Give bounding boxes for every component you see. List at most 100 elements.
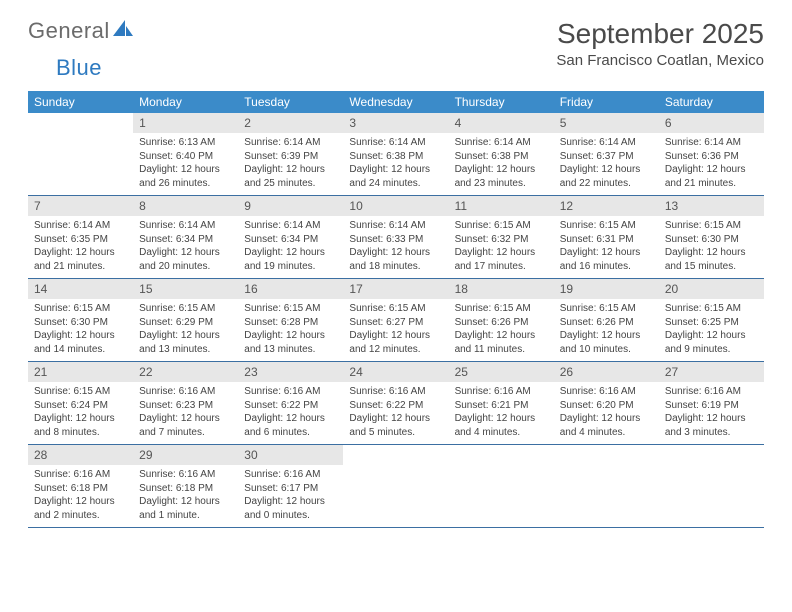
day-cell: 25Sunrise: 6:16 AMSunset: 6:21 PMDayligh… (449, 362, 554, 444)
sunset-text: Sunset: 6:36 PM (665, 150, 758, 164)
day-number: 17 (343, 279, 448, 299)
daylight-text: Daylight: 12 hours and 4 minutes. (455, 412, 548, 439)
daylight-text: Daylight: 12 hours and 26 minutes. (139, 163, 232, 190)
daylight-text: Daylight: 12 hours and 4 minutes. (560, 412, 653, 439)
day-cell: 2Sunrise: 6:14 AMSunset: 6:39 PMDaylight… (238, 113, 343, 195)
sunrise-text: Sunrise: 6:14 AM (560, 136, 653, 150)
sunset-text: Sunset: 6:22 PM (349, 399, 442, 413)
sunset-text: Sunset: 6:22 PM (244, 399, 337, 413)
day-number: 11 (449, 196, 554, 216)
day-body: Sunrise: 6:15 AMSunset: 6:30 PMDaylight:… (659, 216, 764, 277)
sunrise-text: Sunrise: 6:14 AM (665, 136, 758, 150)
day-cell: 30Sunrise: 6:16 AMSunset: 6:17 PMDayligh… (238, 445, 343, 527)
day-cell: 21Sunrise: 6:15 AMSunset: 6:24 PMDayligh… (28, 362, 133, 444)
day-number: 21 (28, 362, 133, 382)
day-cell: 20Sunrise: 6:15 AMSunset: 6:25 PMDayligh… (659, 279, 764, 361)
day-cell: 23Sunrise: 6:16 AMSunset: 6:22 PMDayligh… (238, 362, 343, 444)
weekday-header: Friday (554, 91, 659, 113)
logo: General (28, 18, 133, 44)
day-body: Sunrise: 6:16 AMSunset: 6:21 PMDaylight:… (449, 382, 554, 443)
sunrise-text: Sunrise: 6:16 AM (560, 385, 653, 399)
sunrise-text: Sunrise: 6:14 AM (455, 136, 548, 150)
sunrise-text: Sunrise: 6:14 AM (244, 219, 337, 233)
day-body: Sunrise: 6:16 AMSunset: 6:19 PMDaylight:… (659, 382, 764, 443)
daylight-text: Daylight: 12 hours and 14 minutes. (34, 329, 127, 356)
sunset-text: Sunset: 6:20 PM (560, 399, 653, 413)
day-body: Sunrise: 6:14 AMSunset: 6:38 PMDaylight:… (343, 133, 448, 194)
logo-sail-icon (113, 20, 133, 36)
month-title: September 2025 (556, 18, 764, 50)
day-body: Sunrise: 6:15 AMSunset: 6:32 PMDaylight:… (449, 216, 554, 277)
day-number: 15 (133, 279, 238, 299)
day-number: 6 (659, 113, 764, 133)
calendar-grid: Sunday Monday Tuesday Wednesday Thursday… (28, 91, 764, 528)
sunset-text: Sunset: 6:17 PM (244, 482, 337, 496)
sunset-text: Sunset: 6:32 PM (455, 233, 548, 247)
day-cell: 8Sunrise: 6:14 AMSunset: 6:34 PMDaylight… (133, 196, 238, 278)
sunrise-text: Sunrise: 6:16 AM (34, 468, 127, 482)
sunset-text: Sunset: 6:34 PM (244, 233, 337, 247)
sunrise-text: Sunrise: 6:14 AM (139, 219, 232, 233)
day-cell: 5Sunrise: 6:14 AMSunset: 6:37 PMDaylight… (554, 113, 659, 195)
sunrise-text: Sunrise: 6:15 AM (665, 302, 758, 316)
sunrise-text: Sunrise: 6:16 AM (455, 385, 548, 399)
daylight-text: Daylight: 12 hours and 19 minutes. (244, 246, 337, 273)
day-body: Sunrise: 6:15 AMSunset: 6:28 PMDaylight:… (238, 299, 343, 360)
daylight-text: Daylight: 12 hours and 15 minutes. (665, 246, 758, 273)
sunset-text: Sunset: 6:26 PM (455, 316, 548, 330)
daylight-text: Daylight: 12 hours and 22 minutes. (560, 163, 653, 190)
logo-text-1: General (28, 18, 110, 44)
daylight-text: Daylight: 12 hours and 18 minutes. (349, 246, 442, 273)
daylight-text: Daylight: 12 hours and 3 minutes. (665, 412, 758, 439)
day-body: Sunrise: 6:14 AMSunset: 6:33 PMDaylight:… (343, 216, 448, 277)
daylight-text: Daylight: 12 hours and 6 minutes. (244, 412, 337, 439)
day-body: Sunrise: 6:13 AMSunset: 6:40 PMDaylight:… (133, 133, 238, 194)
calendar-page: General September 2025 San Francisco Coa… (0, 0, 792, 538)
day-cell: 18Sunrise: 6:15 AMSunset: 6:26 PMDayligh… (449, 279, 554, 361)
week-row: .1Sunrise: 6:13 AMSunset: 6:40 PMDayligh… (28, 113, 764, 196)
title-block: September 2025 San Francisco Coatlan, Me… (556, 18, 764, 69)
week-row: 28Sunrise: 6:16 AMSunset: 6:18 PMDayligh… (28, 445, 764, 528)
day-body: Sunrise: 6:16 AMSunset: 6:22 PMDaylight:… (238, 382, 343, 443)
sunset-text: Sunset: 6:21 PM (455, 399, 548, 413)
sunrise-text: Sunrise: 6:13 AM (139, 136, 232, 150)
day-body: Sunrise: 6:14 AMSunset: 6:37 PMDaylight:… (554, 133, 659, 194)
sunrise-text: Sunrise: 6:15 AM (34, 302, 127, 316)
day-number: 5 (554, 113, 659, 133)
day-body: Sunrise: 6:15 AMSunset: 6:24 PMDaylight:… (28, 382, 133, 443)
sunrise-text: Sunrise: 6:14 AM (349, 136, 442, 150)
sunset-text: Sunset: 6:23 PM (139, 399, 232, 413)
sunrise-text: Sunrise: 6:16 AM (139, 385, 232, 399)
day-number: 7 (28, 196, 133, 216)
sunrise-text: Sunrise: 6:15 AM (455, 302, 548, 316)
day-number: 18 (449, 279, 554, 299)
day-cell: 6 Sunrise: 6:14 AMSunset: 6:36 PMDaylight… (659, 113, 764, 195)
day-body: Sunrise: 6:14 AMSunset: 6:38 PMDaylight:… (449, 133, 554, 194)
day-number: 28 (28, 445, 133, 465)
sunrise-text: Sunrise: 6:15 AM (349, 302, 442, 316)
sunset-text: Sunset: 6:39 PM (244, 150, 337, 164)
day-cell: 10Sunrise: 6:14 AMSunset: 6:33 PMDayligh… (343, 196, 448, 278)
sunrise-text: Sunrise: 6:15 AM (560, 302, 653, 316)
sunset-text: Sunset: 6:18 PM (139, 482, 232, 496)
day-number: 23 (238, 362, 343, 382)
day-body: Sunrise: 6:16 AMSunset: 6:20 PMDaylight:… (554, 382, 659, 443)
sunrise-text: Sunrise: 6:16 AM (244, 385, 337, 399)
week-row: 7Sunrise: 6:14 AMSunset: 6:35 PMDaylight… (28, 196, 764, 279)
daylight-text: Daylight: 12 hours and 21 minutes. (665, 163, 758, 190)
sunset-text: Sunset: 6:28 PM (244, 316, 337, 330)
daylight-text: Daylight: 12 hours and 20 minutes. (139, 246, 232, 273)
location-text: San Francisco Coatlan, Mexico (556, 52, 764, 69)
day-body: Sunrise: 6:15 AMSunset: 6:26 PMDaylight:… (449, 299, 554, 360)
sunrise-text: Sunrise: 6:16 AM (665, 385, 758, 399)
day-body: Sunrise: 6:16 AMSunset: 6:18 PMDaylight:… (28, 465, 133, 526)
daylight-text: Daylight: 12 hours and 25 minutes. (244, 163, 337, 190)
weekday-header-row: Sunday Monday Tuesday Wednesday Thursday… (28, 91, 764, 113)
day-number: 16 (238, 279, 343, 299)
daylight-text: Daylight: 12 hours and 13 minutes. (139, 329, 232, 356)
daylight-text: Daylight: 12 hours and 24 minutes. (349, 163, 442, 190)
day-number: 25 (449, 362, 554, 382)
day-cell: . (554, 445, 659, 527)
sunset-text: Sunset: 6:38 PM (349, 150, 442, 164)
day-number: 14 (28, 279, 133, 299)
